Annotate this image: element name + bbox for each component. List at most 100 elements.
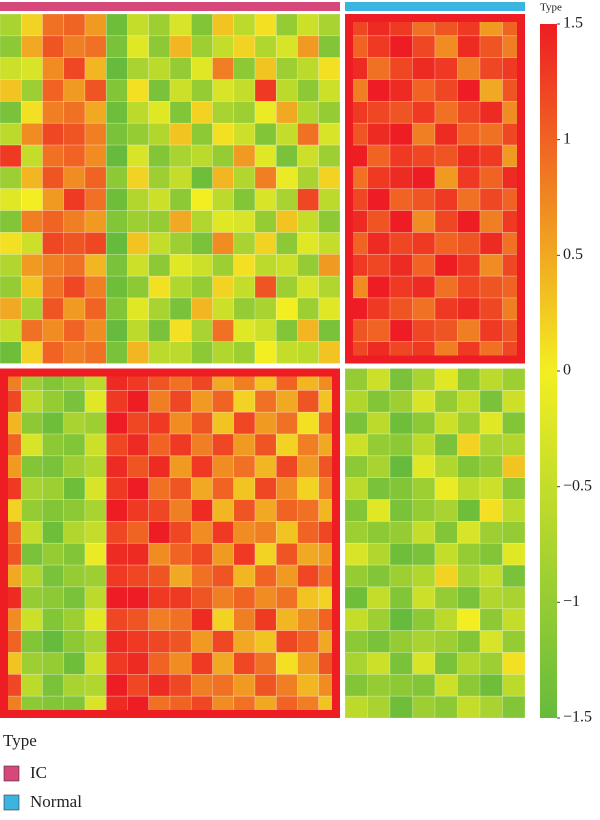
heatmap-cell xyxy=(169,79,192,102)
colorbar-tick-label: 0.5 xyxy=(563,246,583,263)
heatmap-cell xyxy=(457,79,481,102)
legend-label: IC xyxy=(30,763,47,782)
heatmap-cell xyxy=(502,390,526,413)
heatmap-cell xyxy=(297,608,320,631)
heatmap-cell xyxy=(254,122,277,146)
heatmap-cell xyxy=(190,542,213,566)
heatmap-cell xyxy=(148,411,171,435)
heatmap-cell xyxy=(318,13,341,37)
heatmap-cell xyxy=(479,652,503,675)
heatmap-cell xyxy=(169,455,192,479)
heatmap-cell xyxy=(434,101,458,124)
heatmap-cell xyxy=(42,122,65,146)
heatmap-cell xyxy=(212,253,235,277)
heatmap-cell xyxy=(479,35,503,58)
heatmap-cell xyxy=(190,57,213,80)
heatmap-cell xyxy=(275,101,298,124)
heatmap-cell xyxy=(148,253,171,277)
heatmap-cell xyxy=(318,188,341,211)
heatmap-cell xyxy=(479,232,503,255)
heatmap-cell xyxy=(233,608,256,631)
heatmap-cell xyxy=(63,411,86,435)
heatmap-cell xyxy=(42,57,65,80)
heatmap-cell xyxy=(412,542,436,566)
heatmap-cell xyxy=(105,455,128,479)
heatmap-cell xyxy=(233,57,256,80)
heatmap-cell xyxy=(127,564,150,588)
heatmap-cell xyxy=(190,297,213,321)
heatmap-cell xyxy=(254,390,277,413)
heatmap-cell xyxy=(42,275,65,299)
heatmap-cell xyxy=(148,275,171,299)
heatmap-cell xyxy=(190,455,213,479)
heatmap-cell xyxy=(63,210,86,233)
heatmap-cell xyxy=(275,35,298,58)
heatmap-cell xyxy=(190,188,213,211)
heatmap-cell xyxy=(457,652,481,675)
heatmap-cell xyxy=(105,499,128,522)
heatmap-cell xyxy=(0,341,22,364)
heatmap-cell xyxy=(434,57,458,80)
heatmap-cell xyxy=(389,297,413,321)
heatmap-cell xyxy=(344,564,368,588)
heatmap-cell xyxy=(412,521,436,544)
heatmap-cell xyxy=(20,253,43,277)
heatmap-cell xyxy=(367,411,391,435)
heatmap-cell xyxy=(457,144,481,168)
heatmap-cell xyxy=(84,499,107,522)
annotation-bar xyxy=(0,2,340,11)
heatmap-cell xyxy=(502,652,526,675)
heatmap-cell xyxy=(367,586,391,610)
heatmap-cell xyxy=(318,232,341,255)
heatmap-cell xyxy=(457,499,481,522)
heatmap-cell xyxy=(479,521,503,544)
heatmap-cell xyxy=(367,477,391,500)
heatmap-cell xyxy=(0,297,22,321)
heatmap-cell xyxy=(233,188,256,211)
heatmap-cell xyxy=(275,79,298,102)
heatmap-cell xyxy=(105,253,128,277)
heatmap-cell xyxy=(479,608,503,631)
heatmap-cell xyxy=(479,630,503,653)
heatmap-cell xyxy=(479,499,503,522)
heatmap-cell xyxy=(20,433,43,457)
heatmap-cell xyxy=(297,499,320,522)
heatmap-cell xyxy=(233,341,256,364)
heatmap-cell xyxy=(20,455,43,479)
heatmap-cell xyxy=(0,253,22,277)
heatmap-cell xyxy=(212,499,235,522)
heatmap-cell xyxy=(434,35,458,58)
heatmap-cell xyxy=(63,499,86,522)
heatmap-cell xyxy=(190,13,213,37)
heatmap-cell xyxy=(367,521,391,544)
heatmap-cell xyxy=(254,630,277,653)
heatmap-cell xyxy=(434,695,458,719)
heatmap-cell xyxy=(233,390,256,413)
heatmap-cell xyxy=(84,232,107,255)
heatmap-cell xyxy=(367,57,391,80)
heatmap-cell xyxy=(389,586,413,610)
heatmap-cell xyxy=(412,608,436,631)
heatmap-cell xyxy=(297,630,320,653)
heatmap-cell xyxy=(434,297,458,321)
heatmap-cell xyxy=(318,341,341,364)
heatmap-cell xyxy=(233,210,256,233)
heatmap-cell xyxy=(275,499,298,522)
heatmap-cell xyxy=(233,411,256,435)
heatmap-cell xyxy=(169,433,192,457)
heatmap-cell xyxy=(457,253,481,277)
heatmap-cell xyxy=(148,79,171,102)
heatmap-cell xyxy=(148,455,171,479)
heatmap-cell xyxy=(297,57,320,80)
heatmap-cell xyxy=(275,521,298,544)
heatmap-cell xyxy=(457,188,481,211)
heatmap-cell xyxy=(84,57,107,80)
heatmap-cell xyxy=(389,35,413,58)
heatmap-cell xyxy=(434,210,458,233)
heatmap-cell xyxy=(212,521,235,544)
heatmap-cell xyxy=(297,297,320,321)
heatmap-cell xyxy=(169,188,192,211)
heatmap-cell xyxy=(254,499,277,522)
heatmap-cell xyxy=(457,674,481,697)
heatmap-cell xyxy=(20,630,43,653)
